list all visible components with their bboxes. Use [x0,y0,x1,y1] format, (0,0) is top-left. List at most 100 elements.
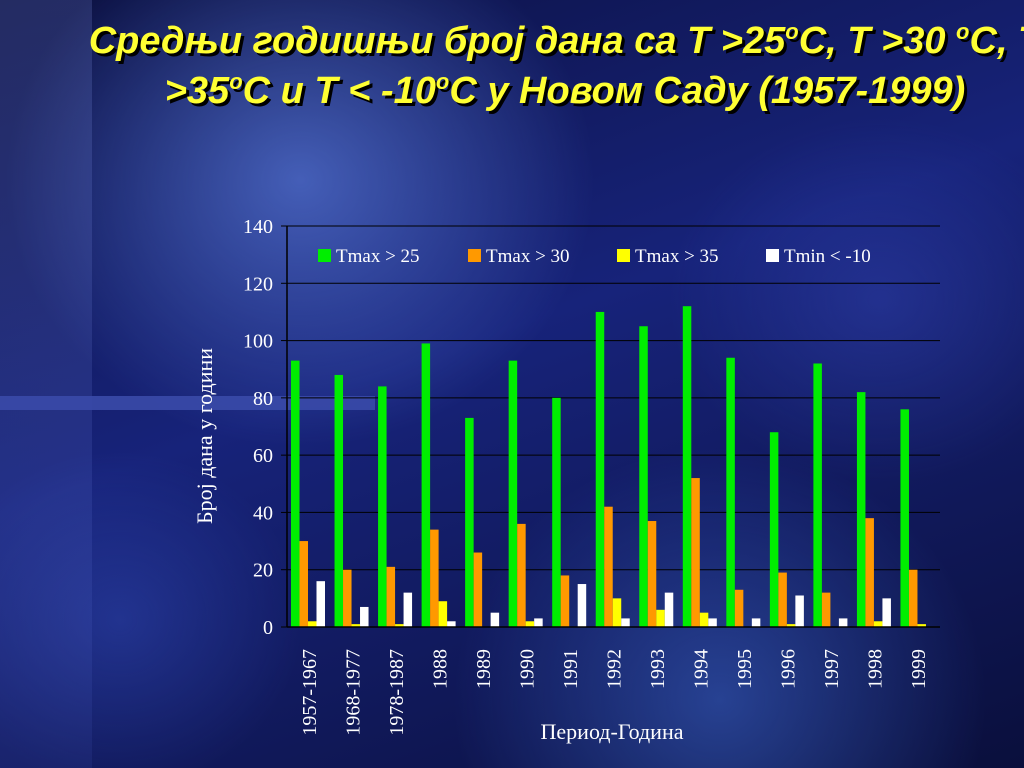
chart-bars [291,306,926,627]
legend-swatch-tmax30 [468,249,481,262]
bar-tmax25 [595,311,605,627]
bar-tmax30 [691,478,700,627]
legend-swatch-tmax25 [318,249,331,262]
x-tick-label: 1993 [647,649,669,689]
bar-tmax30 [604,506,613,627]
y-tick-label: 0 [263,617,273,639]
bar-tmin10 [795,595,804,627]
bar-tmax30 [821,592,831,627]
bar-tmax35 [351,624,361,627]
degree-mark-3: o [229,69,243,94]
bar-tmin10 [447,621,456,627]
bar-tmin10 [360,606,369,627]
bar-tmax35 [699,612,709,627]
x-tick-label: 1994 [691,649,713,689]
bar-tmax30 [299,541,308,627]
legend-swatch-tmin10 [766,249,779,262]
bar-tmin10 [664,592,674,627]
bar-tmax25 [900,409,909,627]
bar-tmin10 [490,612,500,627]
decorative-stripe [0,396,375,410]
chart-axes [286,226,940,628]
bar-tmax30 [473,552,483,627]
bar-tmin10 [577,584,587,627]
bar-tmax35 [395,624,404,627]
x-axis-label: Период-Година [541,719,684,744]
bar-tmax25 [508,360,518,627]
bar-tmax30 [908,569,918,627]
x-axis-ticks: 1957-1967 1968-1977 1978-1987 1988 1989 1990 1… [299,649,930,736]
bar-tmax25 [682,306,692,627]
bar-tmax30 [734,589,744,627]
x-tick-label: 1991 [560,649,582,689]
bar-tmax25 [769,432,779,627]
title-part-1: Средњи годишњи број дана са T >25 [88,20,786,62]
title-part-2: C, T >30 [798,20,957,62]
y-axis-ticks: 0 20 40 60 80 100 120 140 [243,216,287,639]
degree-mark-1: o [785,19,799,44]
legend-label: Tmax > 30 [486,246,570,267]
bar-tmax25 [726,357,735,627]
x-tick-label: 1989 [473,649,495,689]
bar-tmin10 [621,618,630,627]
x-tick-label: 1998 [865,649,887,689]
bar-tmin10 [316,581,325,627]
y-tick-label: 120 [243,273,273,295]
legend-label: Tmax > 35 [635,246,719,267]
y-tick-label: 80 [253,388,273,410]
bar-tmax25 [421,343,431,627]
x-tick-label: 1978-1987 [386,649,408,736]
bar-tmax25 [639,326,648,627]
bar-tmin10 [403,592,413,627]
x-tick-label: 1997 [821,649,843,689]
x-tick-label: 1968-1977 [342,649,364,736]
y-tick-label: 140 [243,216,273,238]
bar-tmax30 [778,572,787,627]
bar-tmax25 [465,417,474,627]
title-part-5: C у Новом Саду (1957-1999) [449,70,966,112]
degree-mark-4: o [435,69,450,94]
bar-tmax30 [517,523,526,627]
bar-tmin10 [882,598,891,627]
bar-tmax30 [865,518,874,627]
y-tick-label: 20 [253,560,273,582]
bar-tmin10 [534,618,543,627]
y-tick-label: 40 [253,502,273,524]
title-part-4: C и T < -10 [242,70,436,112]
bar-tmax30 [560,575,570,627]
degree-mark-2: o [956,19,970,44]
x-tick-label: 1957-1967 [299,649,321,736]
bar-tmax30 [647,521,657,627]
bar-tmax25 [813,363,822,627]
x-tick-label: 1996 [778,649,800,689]
bar-tmax35 [786,624,796,627]
chart-gridlines [287,225,940,571]
title-part-3: C, T >35 [164,20,1024,112]
x-tick-label: 1999 [908,649,930,689]
x-tick-label: 1988 [429,649,451,689]
bar-tmin10 [838,618,848,627]
bar-tmax25 [552,397,561,627]
legend-swatch-tmax35 [617,249,630,262]
bar-tmax25 [856,392,866,627]
y-tick-label: 100 [243,331,273,353]
bar-tmax35 [873,621,883,627]
bar-tmax35 [525,621,535,627]
bar-tmax25 [291,360,300,627]
bar-tmin10 [751,618,761,627]
bar-tmax25 [378,386,387,627]
bar-tmax25 [334,374,344,627]
x-tick-label: 1995 [734,649,756,689]
bar-tmax30 [430,529,439,627]
bar-tmax30 [386,566,396,627]
chart-legend: Tmax > 25 Tmax > 30 Tmax > 35 Tmin < -10 [318,246,871,267]
y-tick-label: 60 [253,445,273,467]
bar-tmax30 [343,569,352,627]
bar-tmax35 [438,601,448,627]
x-tick-label: 1990 [516,649,538,689]
y-axis-label: Број дана у години [192,348,217,524]
bar-tmax35 [917,624,926,627]
legend-label: Tmin < -10 [784,246,871,267]
bar-tmax35 [612,598,622,627]
